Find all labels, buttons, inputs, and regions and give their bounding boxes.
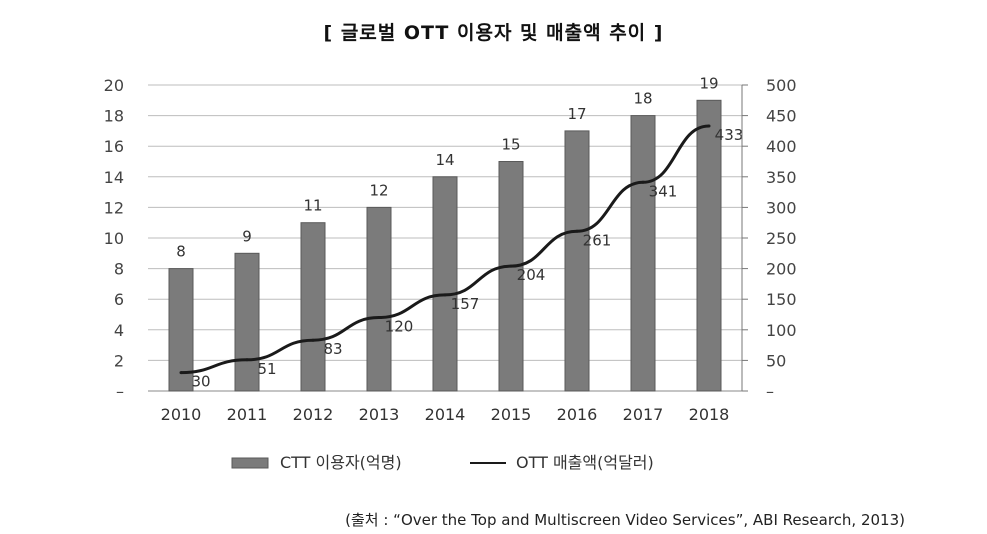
bar <box>432 176 458 392</box>
line-point <box>377 316 381 320</box>
line-value-label: 157 <box>451 295 480 313</box>
left-axis-tick-label: 18 <box>104 107 124 126</box>
left-axis-tick-label: 2 <box>114 351 124 370</box>
right-axis-tick-label: 50 <box>766 351 786 370</box>
right-axis-tick-label: 400 <box>766 137 797 156</box>
bar <box>366 206 392 392</box>
line-point <box>179 371 183 375</box>
bar-value-label: 12 <box>369 181 388 199</box>
line-point <box>575 229 579 233</box>
line-value-label: 433 <box>715 126 744 144</box>
bar <box>234 252 260 392</box>
line-value-label: 204 <box>517 266 546 284</box>
line-labels: 30 51 83 120 157 204 261 341 433 <box>191 126 743 391</box>
bar-value-label: 14 <box>435 151 454 169</box>
right-axis-tick-label: 100 <box>766 321 797 340</box>
line-point <box>443 293 447 297</box>
x-tick-label: 2017 <box>623 405 664 424</box>
bar-value-label: 8 <box>176 243 186 261</box>
left-axis-tick-label: 6 <box>114 290 124 309</box>
right-axis-tick-label: – <box>766 382 774 401</box>
x-tick-label: 2012 <box>293 405 334 424</box>
line-point <box>245 358 249 362</box>
right-axis-tick-label: 500 <box>766 76 797 95</box>
right-axis-tick-label: 300 <box>766 198 797 217</box>
left-axis-tick-label: 16 <box>104 137 124 156</box>
legend-bar-label: CTT 이용자(억명) <box>280 453 402 472</box>
bar-value-label: 15 <box>501 136 520 154</box>
line-point <box>707 124 711 128</box>
bar <box>630 115 656 392</box>
line-value-label: 261 <box>583 231 612 249</box>
line-point <box>509 264 513 268</box>
legend: CTT 이용자(억명) OTT 매출액(억달러) <box>231 453 654 472</box>
bar <box>300 222 326 392</box>
bar <box>498 161 524 392</box>
bar-value-label: 17 <box>567 105 586 123</box>
left-axis-tick-label: 20 <box>104 76 124 95</box>
right-axis-tick-label: 250 <box>766 229 797 248</box>
bars <box>168 99 722 392</box>
legend-line-label: OTT 매출액(억달러) <box>516 453 654 472</box>
x-tick-label: 2015 <box>491 405 532 424</box>
bar <box>168 268 194 392</box>
line-value-label: 341 <box>649 182 678 200</box>
revenue-line-path <box>180 124 710 375</box>
chart-title: [ 글로벌 OTT 이용자 및 매출액 추이 ] <box>323 22 664 44</box>
x-tick-label: 2018 <box>689 405 730 424</box>
x-tick-label: 2013 <box>359 405 400 424</box>
bar <box>564 130 590 392</box>
bar-value-label: 9 <box>242 227 252 245</box>
source-note: (출처 : “Over the Top and Multiscreen Vide… <box>345 511 905 529</box>
line-value-label: 51 <box>257 360 276 378</box>
right-axis-tick-label: 450 <box>766 107 797 126</box>
right-axis-tick-label: 200 <box>766 260 797 279</box>
left-axis-tick-label: 14 <box>104 168 124 187</box>
legend-bar-swatch <box>231 457 269 469</box>
right-axis-tick-label: 350 <box>766 168 797 187</box>
x-tick-label: 2011 <box>227 405 268 424</box>
revenue-line <box>179 124 711 375</box>
left-axis-tick-label: 8 <box>114 260 124 279</box>
x-tick-label: 2016 <box>557 405 598 424</box>
bar <box>696 99 722 392</box>
right-axis-tick-label: 150 <box>766 290 797 309</box>
left-axis-tick-label: 12 <box>104 198 124 217</box>
x-tick-label: 2010 <box>161 405 202 424</box>
line-point <box>641 180 645 184</box>
x-tick-label: 2014 <box>425 405 466 424</box>
line-value-label: 120 <box>385 318 414 336</box>
bar-labels: 8 9 11 12 14 15 17 18 19 <box>176 74 718 260</box>
line-value-label: 83 <box>323 340 342 358</box>
bar-value-label: 19 <box>699 74 718 92</box>
bar-value-label: 18 <box>633 90 652 108</box>
line-point <box>311 338 315 342</box>
line-value-label: 30 <box>191 373 210 391</box>
left-axis-tick-label: 10 <box>104 229 124 248</box>
left-axis-tick-label: 4 <box>114 321 124 340</box>
left-axis-tick-label: – <box>116 382 124 401</box>
bar-value-label: 11 <box>303 197 322 215</box>
